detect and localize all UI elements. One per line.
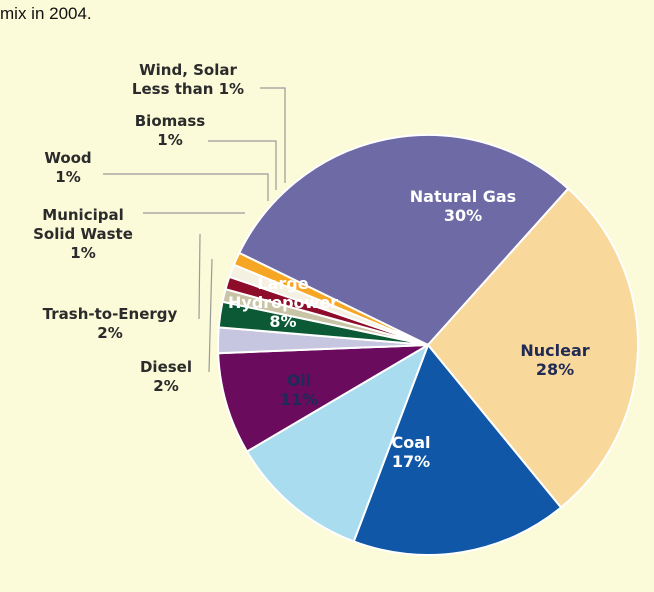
pie-slice-wind-solar — [232, 251, 429, 346]
slice-label-wood: Wood 1% — [44, 149, 91, 186]
slice-label-trash-to-energy: Trash-to-Energy 2% — [43, 305, 178, 342]
leader-line-wind-solar — [260, 87, 286, 183]
leader-line-diesel — [208, 258, 213, 373]
pie-slice-coal — [352, 343, 563, 556]
slice-label-large: Large Hydropower 8% — [228, 274, 338, 331]
slice-label-coal: Coal 17% — [391, 433, 430, 471]
slice-label-oil: Oil 11% — [280, 371, 318, 409]
slice-label-biomass: Biomass 1% — [135, 112, 206, 149]
slice-label-natural-gas: Natural Gas 30% — [410, 187, 516, 225]
slice-label-wind-solar: Wind, Solar Less than 1% — [132, 61, 244, 98]
chart-caption: mix in 2004. — [0, 4, 92, 23]
pie-slice-oil — [245, 342, 430, 543]
leader-line-wood — [103, 173, 269, 201]
slice-label-nuclear: Nuclear 28% — [520, 341, 589, 379]
pie-slice-large — [217, 344, 429, 453]
slice-label-municipal: Municipal Solid Waste 1% — [33, 206, 133, 262]
pie-slice-nuclear — [426, 187, 639, 509]
leader-line-trash-to-energy — [198, 233, 201, 320]
slice-label-diesel: Diesel 2% — [140, 358, 192, 395]
leader-line-biomass — [208, 140, 277, 190]
